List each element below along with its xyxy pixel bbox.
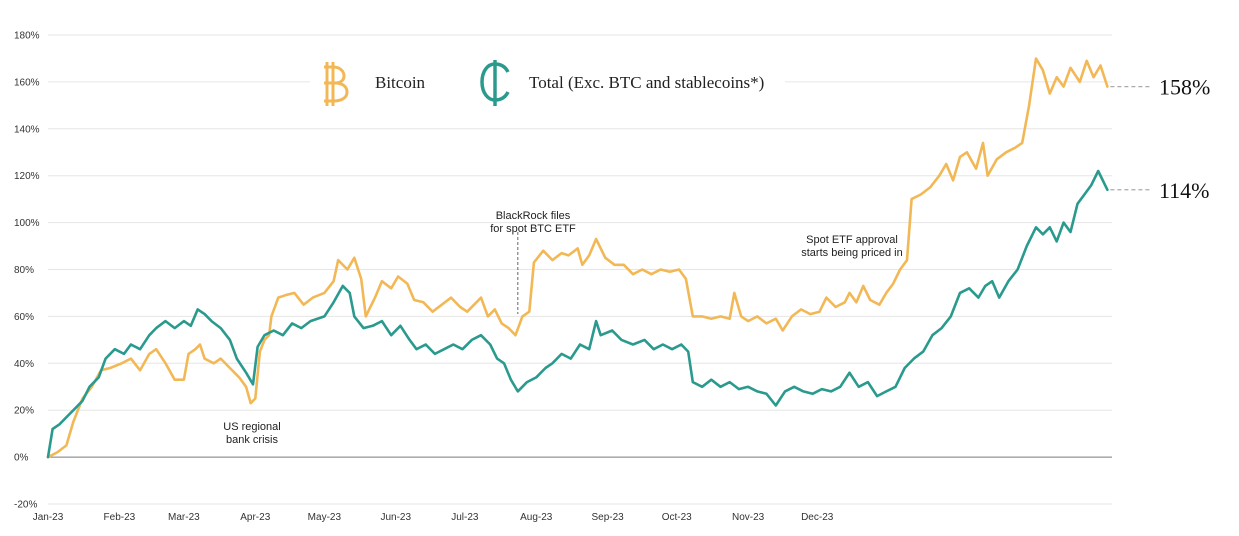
legend-background (310, 62, 785, 102)
annotation-text: BlackRock files (496, 210, 571, 222)
end-label-bitcoin: 158% (1159, 75, 1210, 100)
annotation-text: bank crisis (226, 434, 278, 446)
y-tick-label: -20% (14, 500, 37, 511)
annotation-text: Spot ETF approval (806, 234, 898, 246)
y-tick-label: 160% (14, 77, 40, 88)
y-tick-label: 60% (14, 312, 34, 323)
x-tick-label: Jan-23 (33, 512, 64, 523)
end-label-total: 114% (1159, 178, 1210, 203)
legend: Bitcoin Total (Exc. BTC and stablecoins*… (310, 60, 785, 106)
cedi-icon (480, 60, 510, 106)
x-tick-label: Mar-23 (168, 512, 200, 523)
x-tick-label: Apr-23 (240, 512, 270, 523)
annotation-text: starts being priced in (801, 247, 903, 259)
y-axis: -20% 0% 20% 40% 60% 80% 100% 120% 140% 160% 180% (14, 31, 40, 511)
y-tick-label: 80% (14, 265, 34, 276)
x-tick-label: Oct-23 (662, 512, 692, 523)
x-tick-label: Dec-23 (801, 512, 834, 523)
annotation-text: for spot BTC ETF (490, 223, 576, 235)
legend-label-total: Total (Exc. BTC and stablecoins*) (529, 73, 764, 92)
x-tick-label: Aug-23 (520, 512, 553, 523)
y-tick-label: 140% (14, 124, 40, 135)
y-tick-label: 40% (14, 359, 34, 370)
x-tick-label: May-23 (308, 512, 342, 523)
gridlines (48, 34, 1112, 505)
bitcoin-icon (324, 62, 349, 106)
x-tick-label: Jun-23 (380, 512, 411, 523)
annotation-text: US regional (223, 421, 280, 433)
y-tick-label: 20% (14, 406, 34, 417)
series-line-total (46, 169, 1109, 459)
y-tick-label: 120% (14, 171, 40, 182)
x-tick-label: Jul-23 (451, 512, 479, 523)
x-axis: Jan-23 Feb-23 Mar-23 Apr-23 May-23 Jun-23 Jul-… (33, 512, 834, 523)
y-tick-label: 100% (14, 218, 40, 229)
end-labels: 158% 114% (1110, 75, 1210, 203)
x-tick-label: Nov-23 (732, 512, 765, 523)
y-tick-label: 0% (14, 453, 29, 464)
legend-label-bitcoin: Bitcoin (375, 73, 426, 92)
series-line-bitcoin (46, 57, 1109, 459)
y-tick-label: 180% (14, 31, 40, 42)
x-tick-label: Sep-23 (592, 512, 625, 523)
series-lines (46, 57, 1109, 459)
x-tick-label: Feb-23 (104, 512, 136, 523)
